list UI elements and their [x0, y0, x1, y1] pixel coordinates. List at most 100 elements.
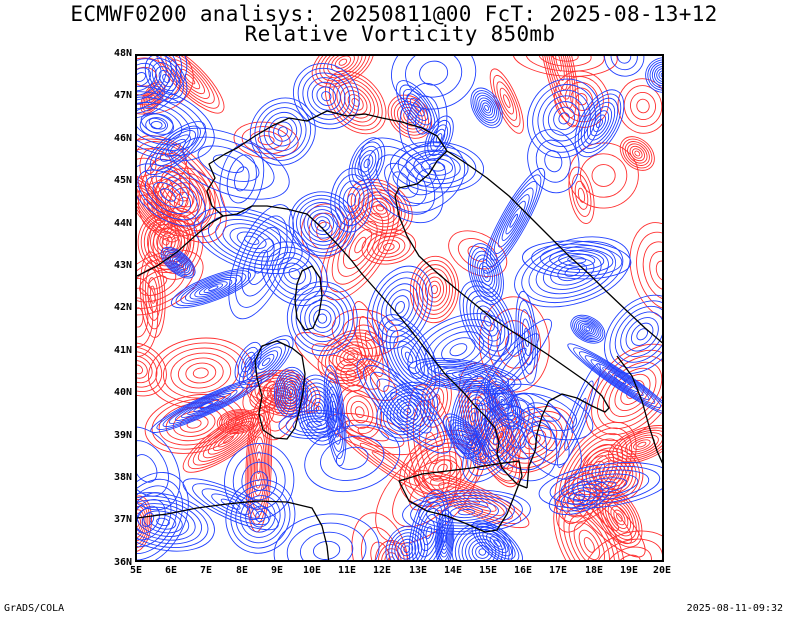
contour-line: [296, 198, 349, 250]
contour-line: [489, 536, 505, 550]
contour-line: [137, 85, 215, 162]
contour-line: [549, 465, 661, 505]
contour-line: [155, 178, 174, 206]
contour-line: [604, 498, 634, 537]
contour-line: [277, 257, 312, 291]
contour-line: [570, 314, 606, 344]
map-title: ECMWF0200 analisys: 20250811@00 FcT: 202…: [70, 2, 718, 26]
contour-line: [377, 239, 400, 255]
contour-line: [582, 477, 628, 494]
italy-west-coast: [222, 205, 528, 489]
contour-line: [460, 394, 486, 441]
contour-line: [627, 143, 648, 164]
contour-line: [202, 421, 254, 459]
contour-line: [482, 418, 515, 458]
contour-line: [371, 451, 397, 470]
contour-line: [179, 415, 209, 433]
contour-line: [389, 141, 485, 193]
contour-line: [258, 353, 275, 370]
lon-label-6E: 6E: [164, 565, 178, 576]
contour-line: [585, 327, 591, 332]
contour-line: [351, 141, 383, 186]
contour-line: [234, 341, 262, 383]
contour-line: [371, 271, 429, 344]
contour-line: [651, 63, 662, 87]
contour-line: [568, 166, 595, 225]
contour-line: [636, 231, 662, 310]
contour-line: [405, 56, 463, 98]
contour-line: [501, 200, 526, 241]
contour-line: [252, 436, 265, 496]
contour-line: [347, 193, 357, 207]
contour-line: [160, 246, 196, 279]
contour-line: [137, 67, 152, 87]
contour-line: [633, 439, 651, 450]
contour-line: [558, 112, 570, 125]
contour-line: [407, 95, 440, 148]
contour-line: [241, 226, 282, 297]
contour-line: [273, 366, 308, 418]
contour-line: [137, 342, 167, 397]
contour-line: [616, 429, 662, 460]
contour-line: [306, 390, 332, 430]
contour-line: [354, 236, 367, 254]
contour-line: [574, 89, 625, 158]
contour-line: [560, 469, 650, 502]
contour-line: [317, 313, 328, 324]
contour-line: [557, 363, 601, 468]
lat-label-38N: 38N: [113, 472, 132, 483]
contour-line: [359, 442, 409, 478]
contour-line: [216, 409, 259, 435]
contour-line: [568, 142, 639, 209]
contour-line: [194, 279, 233, 298]
contour-line: [632, 148, 643, 159]
contour-line: [156, 517, 170, 527]
contour-line: [339, 347, 363, 367]
contour-line: [480, 100, 493, 116]
contour-line: [397, 538, 417, 560]
contour-line: [487, 308, 541, 381]
contour-line: [363, 365, 446, 447]
contour-line: [514, 236, 631, 308]
coastlines-and-borders: [137, 110, 662, 560]
contour-line: [348, 137, 386, 190]
contour-line: [553, 106, 576, 131]
contour-line: [462, 393, 535, 483]
contour-line: [330, 56, 355, 73]
contour-line: [294, 332, 398, 401]
contour-line: [654, 65, 662, 85]
contour-line: [413, 153, 461, 180]
contour-line: [655, 260, 662, 281]
contour-line: [525, 56, 605, 72]
contour-line: [580, 97, 619, 149]
render-timestamp: 2025-08-11-09:32: [686, 603, 783, 614]
contour-line: [406, 159, 446, 196]
contour-line: [470, 87, 503, 129]
contour-line: [425, 526, 433, 540]
contour-line: [137, 56, 183, 115]
contour-line: [254, 102, 312, 161]
contour-line: [571, 473, 639, 498]
contour-line: [378, 314, 441, 401]
contour-line: [303, 386, 335, 434]
contour-line: [170, 268, 256, 309]
contour-line: [365, 194, 395, 221]
contour-line: [375, 154, 427, 207]
contour-line: [310, 212, 335, 236]
contour-line: [427, 455, 458, 482]
contour-line: [519, 309, 534, 366]
contour-line: [304, 299, 341, 338]
contour-line: [406, 93, 429, 121]
contour-line: [554, 483, 604, 512]
contour-line: [432, 459, 453, 478]
contour-line: [175, 260, 181, 266]
contour-line: [483, 315, 492, 327]
contour-line: [137, 58, 162, 96]
contour-line: [498, 395, 508, 409]
greece-coast: [616, 355, 662, 464]
contour-line: [189, 276, 238, 300]
contour-line: [160, 177, 207, 227]
contour-line: [591, 164, 616, 187]
contour-line: [576, 449, 615, 496]
contour-line: [589, 110, 610, 137]
